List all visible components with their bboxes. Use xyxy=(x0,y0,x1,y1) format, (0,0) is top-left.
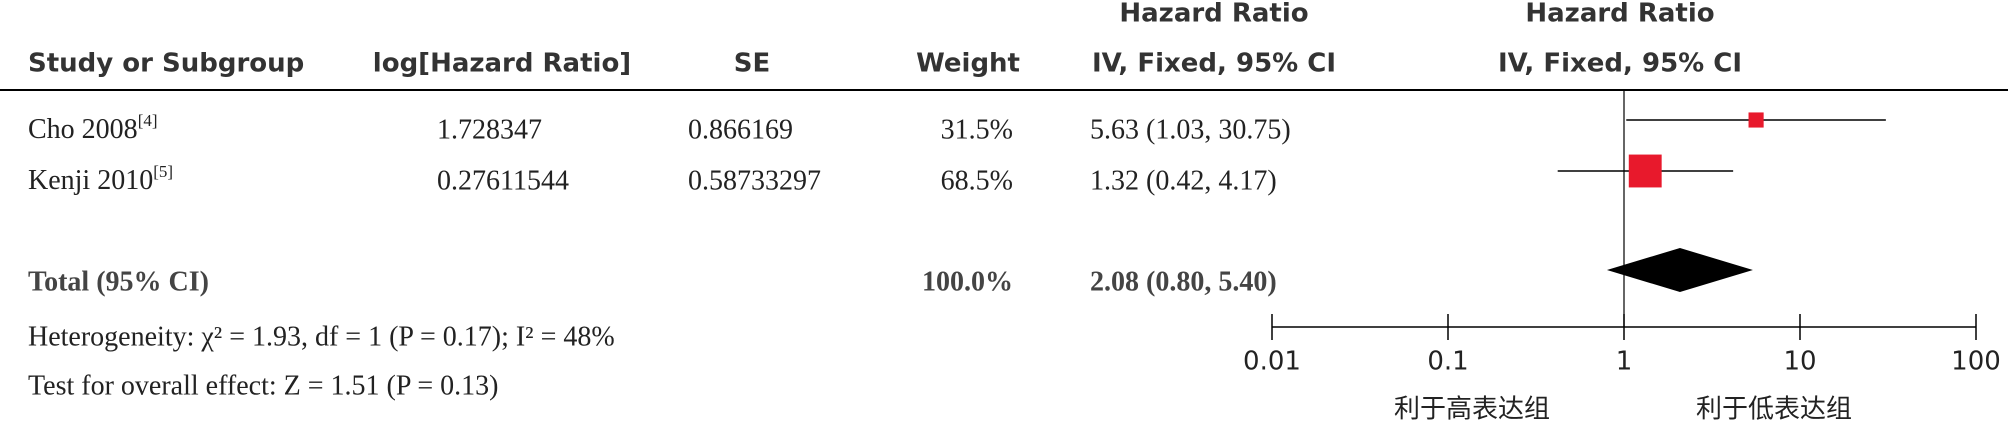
col-header: SE xyxy=(734,49,771,79)
hr-ci: 5.63 (1.03, 30.75) xyxy=(1090,114,1291,145)
se: 0.866169 xyxy=(688,114,793,145)
col-header: log[Hazard Ratio] xyxy=(373,49,631,79)
study-name: Cho 2008[4] xyxy=(28,111,158,146)
se: 0.58733297 xyxy=(688,165,821,196)
x-tick-label: 1 xyxy=(1616,347,1633,377)
total-hr-ci: 2.08 (0.80, 5.40) xyxy=(1090,266,1277,297)
study-square xyxy=(1748,112,1764,128)
x-direction-label: 利于低表达组 xyxy=(1696,395,1852,425)
col-header: Study or Subgroup xyxy=(28,49,304,79)
study-label: Cho 2008 xyxy=(28,114,138,145)
x-direction-label: 利于高表达组 xyxy=(1394,395,1550,425)
study-name: Kenji 2010[5] xyxy=(28,162,173,197)
log-hr: 1.728347 xyxy=(437,114,542,145)
total-name: Total (95% CI) xyxy=(28,266,209,297)
study-ref: [5] xyxy=(153,162,173,181)
x-tick-label: 10 xyxy=(1783,347,1816,377)
heterogeneity: Heterogeneity: χ² = 1.93, df = 1 (P = 0.… xyxy=(28,321,615,352)
hr-ci: 1.32 (0.42, 4.17) xyxy=(1090,165,1277,196)
study-square xyxy=(1628,154,1662,188)
plot-header: Hazard Ratio xyxy=(1525,0,1714,29)
x-tick-label: 0.1 xyxy=(1427,347,1468,377)
x-tick-label: 0.01 xyxy=(1243,347,1301,377)
total-diamond xyxy=(1606,248,1753,292)
x-tick-label: 100 xyxy=(1951,347,2001,377)
overall-effect: Test for overall effect: Z = 1.51 (P = 0… xyxy=(28,370,499,401)
study-ref: [4] xyxy=(138,111,158,130)
col-header: Hazard Ratio xyxy=(1119,0,1308,29)
total-weight: 100.0% xyxy=(922,266,1013,297)
weight: 31.5% xyxy=(941,114,1013,145)
col-header: IV, Fixed, 95% CI xyxy=(1092,49,1336,79)
weight: 68.5% xyxy=(941,165,1013,196)
col-header: Weight xyxy=(916,49,1020,79)
log-hr: 0.27611544 xyxy=(437,165,569,196)
plot-header: IV, Fixed, 95% CI xyxy=(1498,49,1742,79)
study-label: Kenji 2010 xyxy=(28,165,153,196)
